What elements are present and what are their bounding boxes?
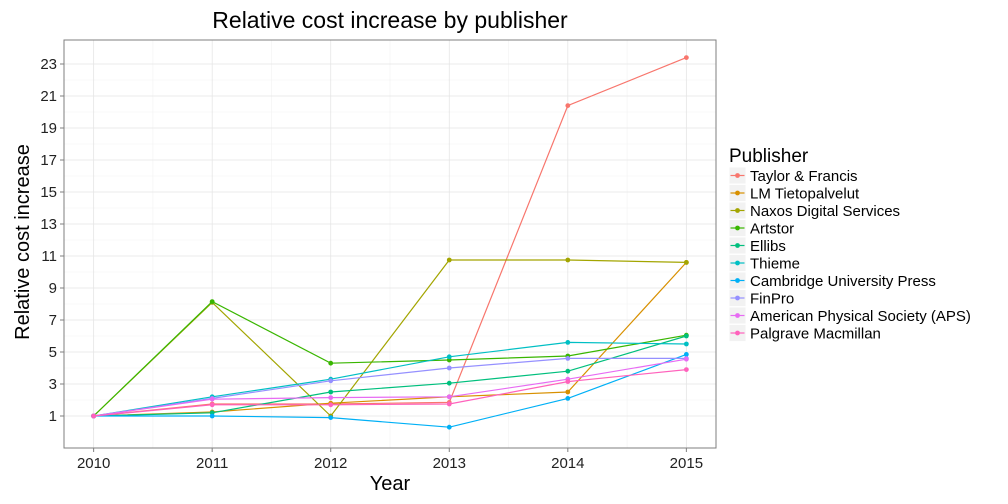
legend-label: Thieme [750,256,800,273]
y-tick-label: 7 [49,312,57,329]
data-point [565,368,571,374]
data-point [209,413,215,419]
legend-key-point [735,295,740,301]
data-point [565,103,571,108]
legend-item: Taylor & Francis [728,166,858,185]
x-tick-label: 2010 [77,455,110,472]
legend-label: FinPro [750,291,794,308]
series-line-1 [93,57,687,417]
legend-item: Thieme [728,254,800,273]
data-point [683,55,689,60]
series-line-9 [93,358,687,417]
y-tick-label: 17 [40,152,57,169]
x-tick-label: 2013 [433,455,466,472]
chart-title: Relative cost increase by publisher [212,7,568,33]
legend-key-point [735,208,740,213]
data-point [683,341,689,347]
data-point [565,379,571,384]
legend-key-point [735,278,740,283]
y-axis-title: Relative cost increase [12,144,34,340]
data-point [328,395,334,400]
data-point [683,260,689,265]
data-point [209,402,215,408]
legend-label: American Physical Society (APS) [750,308,971,325]
legend-item: Palgrave Macmillan [728,324,881,343]
x-tick-label: 2011 [196,455,228,472]
x-tick-label: 2014 [551,455,584,472]
data-point [446,401,452,407]
data-point [91,413,97,419]
legend-key-point [735,330,740,336]
series-line-5 [93,335,687,417]
x-axis-title: Year [370,473,411,495]
legend-label: Ellibs [750,238,786,255]
data-point [328,378,334,384]
y-tick-label: 13 [40,216,57,233]
y-tick-label: 19 [40,120,57,137]
series-line-7 [93,353,687,428]
legend-item: Ellibs [728,236,786,255]
data-point [683,352,689,357]
legend-key-point [735,173,740,178]
y-tick-label: 5 [49,344,57,361]
series-line-8 [93,357,687,417]
y-tick-label: 23 [40,56,57,73]
legend-item: Artstor [728,219,794,238]
data-point [328,389,334,395]
legend-item: LM Tietopalvelut [728,184,860,203]
y-tick-label: 15 [40,184,57,201]
data-point [328,360,334,366]
legend-label: Naxos Digital Services [750,203,900,220]
legend-key-point [735,313,740,318]
data-point [683,367,689,372]
series-line-10 [93,369,687,417]
data-point [683,333,689,339]
data-point [209,299,215,304]
series-line-4 [93,300,687,417]
plot-border [63,39,717,449]
legend-item: FinPro [728,289,794,308]
y-tick-label: 11 [41,248,57,265]
data-point [446,257,452,263]
data-point [565,356,571,361]
data-point [565,396,571,401]
data-point [446,380,452,386]
y-tick-label: 3 [49,376,57,393]
legend-label: Palgrave Macmillan [750,326,881,343]
legend-item: Cambridge University Press [728,271,936,290]
legend-item: American Physical Society (APS) [728,306,971,325]
series-line-6 [93,341,687,417]
plot-panel: 2010 2011 2012 2013 2014 20151357911131517192… [40,39,717,472]
data-point [565,257,571,263]
legend-label: Cambridge University Press [750,273,936,290]
data-point [446,424,452,430]
x-tick-label: 2012 [314,455,347,472]
y-tick-label: 21 [40,88,57,105]
y-tick-label: 9 [49,280,57,297]
legend-key-point [735,243,740,248]
legend-key-point [735,225,740,231]
data-point [683,356,689,362]
data-point [446,365,452,371]
data-point [565,389,571,395]
data-point [209,396,215,402]
data-point [328,402,334,408]
series-line-2 [93,261,687,417]
legend-key-point [735,190,740,196]
data-point [565,340,571,345]
legend-key-point [735,260,740,266]
legend-item: Naxos Digital Services [728,201,900,220]
x-tick-label: 2015 [670,455,703,472]
data-point [446,354,452,360]
legend-label: Artstor [750,221,794,238]
legend-label: LM Tietopalvelut [750,186,860,203]
data-point [446,394,452,400]
legend-label: Taylor & Francis [750,168,858,185]
data-point [328,415,334,420]
legend-title: Publisher [729,146,809,167]
y-tick-label: 1 [49,408,57,425]
